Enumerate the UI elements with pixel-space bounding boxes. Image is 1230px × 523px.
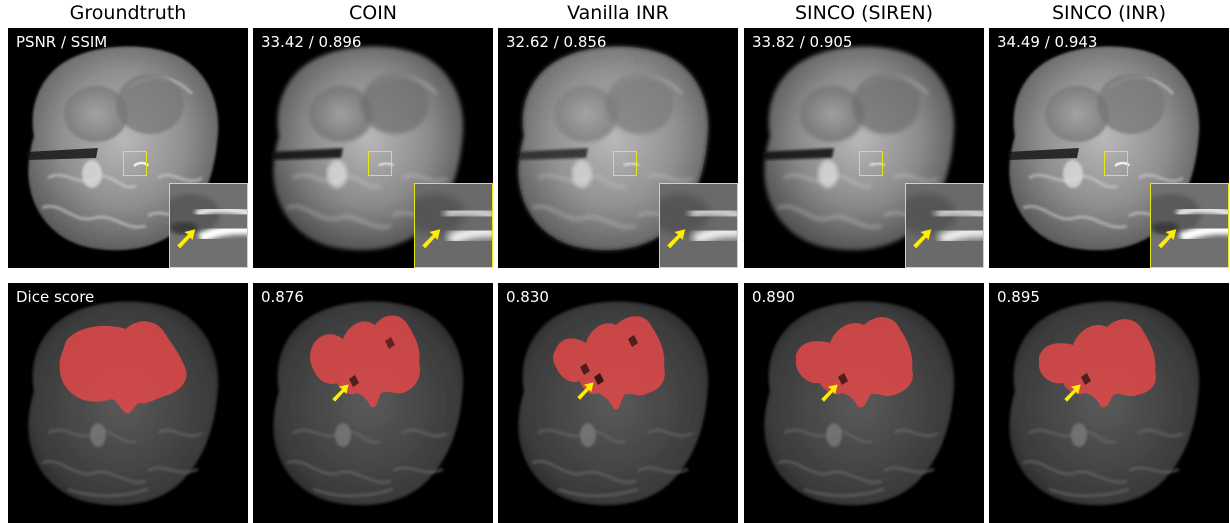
tumor-mask-overlay: [553, 316, 665, 410]
recon-metric-label: 33.42 / 0.896: [261, 33, 362, 51]
tumor-mask-overlay: [796, 317, 913, 408]
zoom-inset-image: [660, 184, 738, 268]
zoom-region-box: [123, 151, 147, 176]
recon-panel-groundtruth: PSNR / SSIM: [8, 28, 248, 268]
zoom-region-box: [368, 151, 392, 176]
column-title-coin: COIN: [348, 2, 398, 24]
column-title-sinco-inr: SINCO (INR): [1052, 2, 1166, 24]
seg-metric-label: 0.830: [506, 288, 549, 306]
seg-metric-label: Dice score: [16, 288, 95, 306]
column-title-vanilla-inr: Vanilla INR: [567, 2, 669, 24]
recon-metric-label: 32.62 / 0.856: [506, 33, 607, 51]
recon-panel-coin: 33.42 / 0.896: [253, 28, 493, 268]
column-title-groundtruth: Groundtruth: [69, 2, 187, 24]
zoom-inset-image: [1151, 184, 1229, 268]
seg-panel-sinco-inr: 0.895: [989, 283, 1229, 523]
tumor-mask-overlay: [1039, 319, 1156, 408]
seg-metric-label: 0.895: [997, 288, 1040, 306]
zoom-region-box: [613, 151, 637, 176]
recon-panel-sinco-siren: 33.82 / 0.905: [744, 28, 984, 268]
recon-metric-label: 33.82 / 0.905: [752, 33, 853, 51]
zoom-inset: [169, 183, 248, 268]
recon-panel-vanilla-inr: 32.62 / 0.856: [498, 28, 738, 268]
zoom-inset: [905, 183, 984, 268]
seg-panel-vanilla-inr: 0.830: [498, 283, 738, 523]
brain-segmentation-image: [8, 283, 248, 523]
zoom-inset-image: [906, 184, 984, 268]
seg-metric-label: 0.890: [752, 288, 795, 306]
tumor-mask-overlay: [310, 315, 421, 408]
seg-metric-label: 0.876: [261, 288, 304, 306]
brain-segmentation-image: [253, 283, 493, 523]
brain-segmentation-image: [989, 283, 1229, 523]
brain-segmentation-image: [744, 283, 984, 523]
zoom-inset: [414, 183, 493, 268]
seg-panel-coin: 0.876: [253, 283, 493, 523]
zoom-inset: [1150, 183, 1229, 268]
zoom-region-box: [1104, 151, 1128, 176]
zoom-region-box: [859, 151, 883, 176]
tumor-mask-overlay: [59, 321, 187, 414]
seg-panel-groundtruth: Dice score: [8, 283, 248, 523]
brain-segmentation-image: [498, 283, 738, 523]
zoom-inset-image: [170, 184, 248, 268]
seg-panel-sinco-siren: 0.890: [744, 283, 984, 523]
zoom-inset: [659, 183, 738, 268]
recon-metric-label: PSNR / SSIM: [16, 33, 108, 51]
column-title-sinco-siren: SINCO (SIREN): [794, 2, 934, 24]
zoom-inset-image: [415, 184, 493, 268]
recon-panel-sinco-inr: 34.49 / 0.943: [989, 28, 1229, 268]
recon-metric-label: 34.49 / 0.943: [997, 33, 1098, 51]
